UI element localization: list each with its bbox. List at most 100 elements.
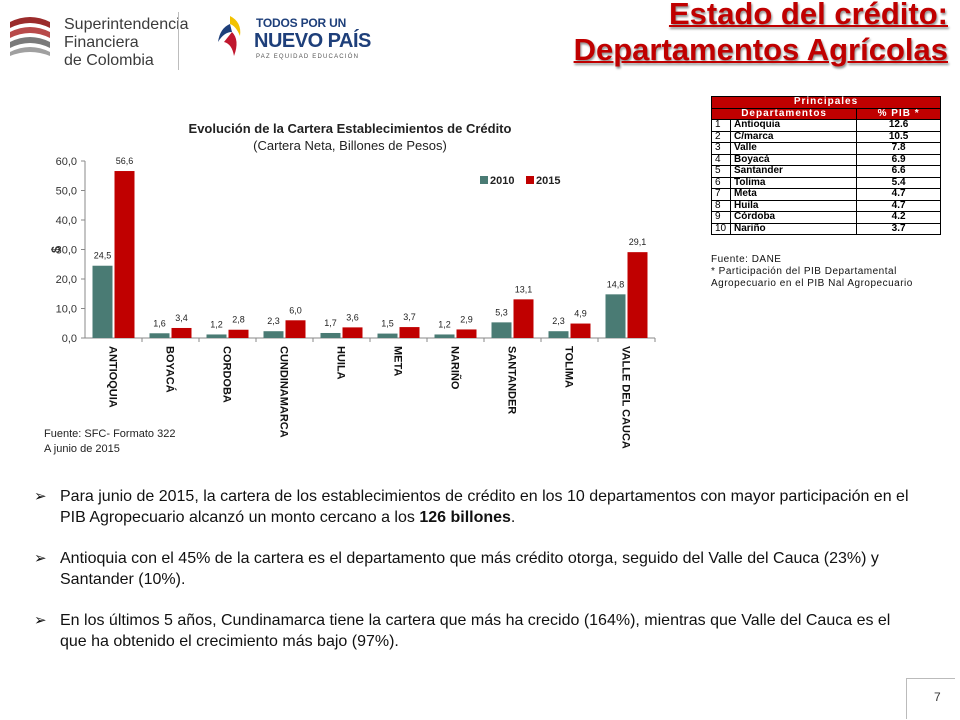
principales-pib-value: 7.8 [856, 142, 941, 155]
page-number-frame [906, 678, 955, 719]
principales-department: Boyacá [729, 153, 858, 166]
principales-title: Principales [711, 96, 941, 109]
y-tick-label: 30,0 [56, 245, 77, 257]
data-label: 24,5 [94, 251, 112, 261]
x-tick-label: VALLE DEL CAUCA [620, 346, 632, 449]
x-tick-label: TOLIMA [563, 346, 575, 388]
principales-row: 7 Meta 4.7 [711, 188, 941, 201]
x-tick-label: NARIÑO [449, 346, 462, 390]
x-tick-label: BOYACÁ [164, 346, 177, 393]
data-label: 2,3 [267, 316, 280, 326]
bar-2015-antioquia [114, 171, 135, 338]
y-tick-label: 10,0 [56, 304, 77, 316]
data-label: 1,7 [324, 318, 337, 328]
page-title: Estado del crédito: Departamentos Agríco… [574, 0, 948, 68]
x-tick-label: HUILA [335, 346, 347, 380]
bullet-item: ➢ Antioquia con el 45% de la cartera es … [34, 548, 914, 590]
gov-slogan-line3: PAZ EQUIDAD EDUCACIÓN [256, 54, 360, 60]
bar-2015-meta [399, 327, 420, 338]
principales-table: Principales Departamentos % PIB * 1 Antio… [710, 96, 941, 235]
bar-2010-cundinamarca [263, 331, 284, 338]
data-label: 1,2 [438, 319, 451, 329]
principales-col-pib: % PIB * [856, 107, 941, 120]
principales-rank: 8 [711, 199, 731, 212]
page-title-line1: Estado del crédito: [668, 0, 948, 31]
bar-2015-boyac- [171, 327, 192, 338]
principales-rank: 5 [711, 165, 731, 178]
y-tick-label: 60,0 [56, 156, 77, 168]
legend-label-2010: 2010 [490, 175, 514, 187]
principales-col-departamentos: Departamentos [710, 107, 858, 120]
bar-2015-santander [513, 299, 534, 338]
bullet-item: ➢ Para junio de 2015, la cartera de los … [34, 486, 914, 528]
chart-title: Evolución de la Cartera Establecimientos… [188, 121, 512, 136]
chart-source-line2: A junio de 2015 [44, 443, 120, 455]
principales-row: 3 Valle 7.8 [711, 142, 941, 155]
bullet-text-1-bold: 126 billones [419, 509, 511, 526]
principales-row: 9 Córdoba 4.2 [711, 211, 941, 224]
arrow-bullet-icon: ➢ [34, 550, 47, 567]
bar-2010-huila [320, 332, 341, 338]
principales-note-definition: * Participación del PIB Departamental Ag… [711, 266, 913, 289]
y-tick-label: 20,0 [56, 274, 77, 286]
principales-title-row: Principales [711, 96, 941, 109]
principales-notes: Fuente: DANE * Participación del PIB Dep… [711, 254, 946, 290]
principales-pib-value: 6.9 [856, 153, 941, 166]
principales-department: Huila [729, 199, 858, 212]
data-label: 1,6 [153, 318, 166, 328]
principales-header-row: Departamentos % PIB * [710, 107, 941, 120]
bar-2010-boyac- [149, 333, 170, 338]
x-tick-label: META [392, 346, 404, 376]
x-tick-label: CUNDINAMARCA [278, 346, 290, 438]
principales-row: 8 Huila 4.7 [711, 199, 941, 212]
principales-rank: 7 [711, 188, 731, 201]
x-tick-label: CORDOBA [221, 346, 233, 403]
principales-row: 5 Santander 6.6 [711, 165, 941, 178]
legend-swatch-2010 [480, 176, 488, 184]
principales-rank: 9 [711, 211, 731, 224]
principales-row: 4 Boyacá 6.9 [711, 153, 941, 166]
principales-pib-value: 4.2 [856, 211, 941, 224]
data-label: 56,6 [116, 156, 134, 166]
principales-department: Antioquia [729, 119, 858, 132]
principales-department: Valle [729, 142, 858, 155]
legend-swatch-2015 [526, 176, 534, 184]
org-name-line2: Financiera [64, 34, 139, 51]
bar-2010-nari-o [434, 334, 455, 338]
bar-2010-antioquia [92, 265, 113, 338]
chart-subtitle: (Cartera Neta, Billones de Pesos) [253, 138, 447, 153]
data-label: 2,9 [460, 314, 473, 324]
bar-2015-huila [342, 327, 363, 338]
data-label: 3,4 [175, 313, 188, 323]
data-label: 1,2 [210, 319, 223, 329]
principales-pib-value: 6.6 [856, 165, 941, 178]
principales-note-source: Fuente: DANE [711, 254, 782, 265]
bullet-text-1: Para junio de 2015, la cartera de los es… [60, 488, 909, 526]
principales-pib-value: 12.6 [856, 119, 941, 132]
principales-row: 10 Nariño 3.7 [711, 222, 941, 235]
data-label: 1,5 [381, 319, 394, 329]
summary-bullets: ➢ Para junio de 2015, la cartera de los … [34, 486, 914, 672]
page-title-line2: Departamentos Agrícolas [573, 32, 948, 67]
data-label: 13,1 [515, 284, 533, 294]
y-axis-title: $ [49, 246, 63, 253]
arrow-bullet-icon: ➢ [34, 612, 47, 629]
y-tick-label: 40,0 [56, 215, 77, 227]
principales-department: Córdoba [729, 211, 858, 224]
data-label: 3,7 [403, 312, 416, 322]
principales-department: Meta [729, 188, 858, 201]
bar-2015-cordoba [228, 329, 249, 338]
principales-rank: 4 [711, 153, 731, 166]
data-label: 2,8 [232, 315, 245, 325]
data-label: 3,6 [346, 312, 359, 322]
page-number: 7 [934, 690, 941, 704]
bar-2015-cundinamarca [285, 320, 306, 338]
principales-pib-value: 4.7 [856, 199, 941, 212]
data-label: 29,1 [629, 237, 647, 247]
arrow-bullet-icon: ➢ [34, 488, 47, 505]
org-name-line1: Superintendencia [64, 16, 189, 33]
gov-slogan-line2: NUEVO PAÍS [254, 30, 371, 52]
y-tick-label: 50,0 [56, 186, 77, 198]
chart-source-line1: Fuente: SFC- Formato 322 [44, 428, 176, 440]
bar-2010-santander [491, 322, 512, 338]
